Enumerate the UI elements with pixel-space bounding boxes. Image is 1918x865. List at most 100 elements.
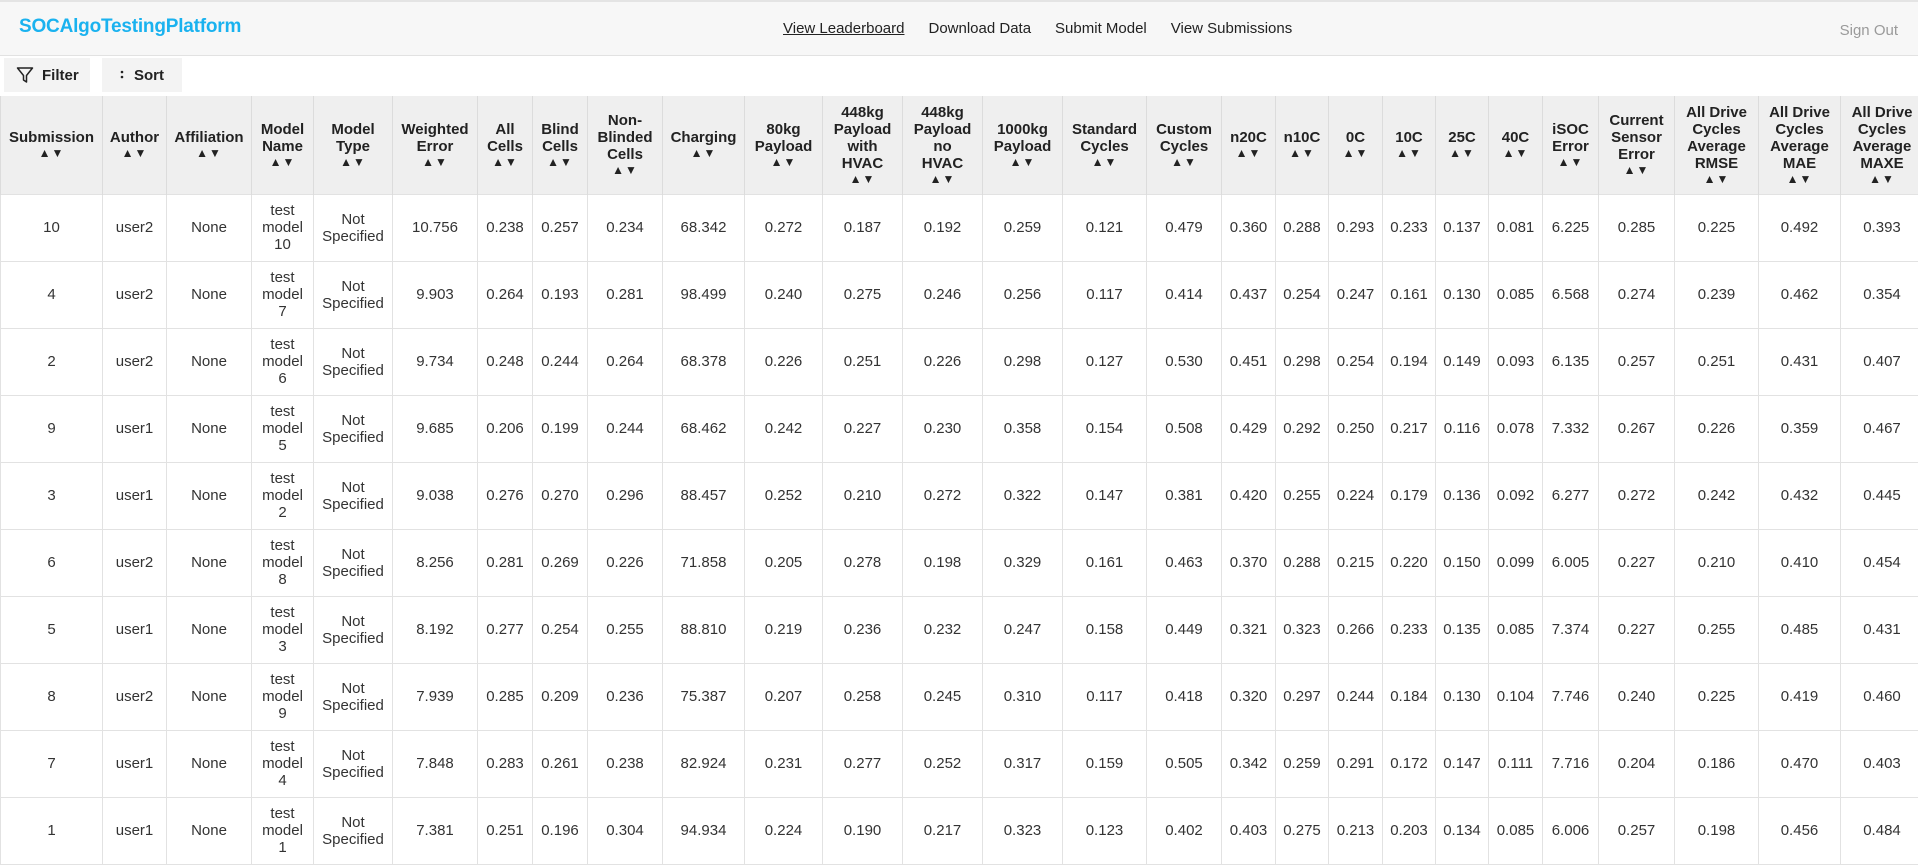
sort-arrows-icon[interactable]: ▲▼ xyxy=(1342,146,1369,161)
table-cell: None xyxy=(166,193,252,262)
column-header[interactable]: Current Sensor Error ▲▼ xyxy=(1598,96,1675,194)
sort-arrows-icon[interactable]: ▲▼ xyxy=(1502,146,1529,161)
table-cell: Not Specified xyxy=(313,327,393,396)
sort-arrows-icon[interactable]: ▲▼ xyxy=(1009,154,1036,169)
nav-view-submissions[interactable]: View Submissions xyxy=(1170,20,1293,37)
sort-arrows-icon[interactable]: ▲▼ xyxy=(269,154,296,169)
table-row[interactable]: 1 user1 None test model 1 Not Specified 7.381 0.2… xyxy=(0,796,1918,865)
sort-arrows-icon[interactable]: ▲▼ xyxy=(1091,154,1118,169)
cell-text-line: model xyxy=(262,688,303,705)
column-header[interactable]: 0C ▲▼ xyxy=(1328,96,1383,194)
column-header[interactable]: Charging ▲▼ xyxy=(662,96,745,194)
cell-text-line: Specified xyxy=(322,830,384,848)
table-cell: 0.196 xyxy=(532,796,588,865)
column-header[interactable]: 40C ▲▼ xyxy=(1488,96,1543,194)
sort-arrows-icon[interactable]: ▲▼ xyxy=(1396,146,1422,161)
column-header[interactable]: Author ▲▼ xyxy=(102,96,167,194)
column-header[interactable]: Standard Cycles ▲▼ xyxy=(1062,96,1147,194)
table-row[interactable]: 10 user2 None test model 10 Not Specified 10.756… xyxy=(0,193,1918,262)
sign-out-link[interactable]: Sign Out xyxy=(1839,22,1898,39)
sort-arrows-icon[interactable]: ▲▼ xyxy=(1289,146,1315,161)
sort-arrows-icon[interactable]: ▲▼ xyxy=(492,154,518,169)
sort-arrows-icon[interactable]: ▲▼ xyxy=(612,163,638,178)
column-header[interactable]: Blind Cells ▲▼ xyxy=(532,96,588,194)
table-cell: user1 xyxy=(102,394,167,463)
sort-arrows-icon[interactable]: ▲▼ xyxy=(849,171,876,186)
table-cell: 0.298 xyxy=(1275,327,1329,396)
column-header[interactable]: Affiliation ▲▼ xyxy=(166,96,252,194)
table-cell: Not Specified xyxy=(313,729,393,798)
table-row[interactable]: 5 user1 None test model 3 Not Specified 8.192 0.2… xyxy=(0,595,1918,664)
table-cell: Not Specified xyxy=(313,796,393,865)
column-header[interactable]: 10C ▲▼ xyxy=(1382,96,1436,194)
cell-text-line: Specified xyxy=(322,361,384,379)
column-header[interactable]: All Cells ▲▼ xyxy=(477,96,533,194)
sort-arrows-icon[interactable]: ▲▼ xyxy=(1449,146,1475,161)
column-header[interactable]: n20C ▲▼ xyxy=(1221,96,1276,194)
sort-arrows-icon[interactable]: ▲▼ xyxy=(1171,154,1197,169)
column-header[interactable]: 448kg Payload no HVAC ▲▼ xyxy=(902,96,983,194)
column-header[interactable]: All Drive Cycles Average MAXE ▲▼ xyxy=(1840,96,1918,194)
column-header[interactable]: 80kg Payload ▲▼ xyxy=(744,96,823,194)
table-row[interactable]: 7 user1 None test model 4 Not Specified 7.848 0.2… xyxy=(0,729,1918,798)
column-header[interactable]: Weighted Error ▲▼ xyxy=(392,96,478,194)
filter-button[interactable]: Filter xyxy=(4,58,90,92)
table-cell: 0.252 xyxy=(902,729,983,798)
sort-arrows-icon[interactable]: ▲▼ xyxy=(1786,171,1813,186)
table-cell: 0.257 xyxy=(1598,796,1675,865)
sort-arrows-icon[interactable]: ▲▼ xyxy=(422,154,448,169)
sort-arrows-icon[interactable]: ▲▼ xyxy=(1703,171,1730,186)
table-row[interactable]: 2 user2 None test model 6 Not Specified 9.734 0.2… xyxy=(0,327,1918,396)
table-cell: 0.130 xyxy=(1435,662,1489,731)
sort-arrows-icon[interactable]: ▲▼ xyxy=(770,154,797,169)
nav-download-data[interactable]: Download Data xyxy=(928,20,1032,37)
sort-button[interactable]: Sort xyxy=(102,58,182,92)
table-row[interactable]: 9 user1 None test model 5 Not Specified 9.685 0.2… xyxy=(0,394,1918,463)
table-cell: 0.231 xyxy=(744,729,823,798)
table-cell: user2 xyxy=(102,193,167,262)
column-header[interactable]: Model Type ▲▼ xyxy=(313,96,393,194)
column-header[interactable]: 448kg Payload with HVAC ▲▼ xyxy=(822,96,903,194)
sort-arrows-icon[interactable]: ▲▼ xyxy=(38,146,65,161)
brand-logo[interactable]: SOCAlgoTestingPlatform xyxy=(19,16,242,37)
column-header[interactable]: 1000kg Payload ▲▼ xyxy=(982,96,1063,194)
sort-arrows-icon[interactable]: ▲▼ xyxy=(929,171,956,186)
table-cell: 0.358 xyxy=(982,394,1063,463)
column-header[interactable]: Non- Blinded Cells ▲▼ xyxy=(587,96,663,194)
column-header[interactable]: All Drive Cycles Average MAE ▲▼ xyxy=(1758,96,1841,194)
nav-view-leaderboard[interactable]: View Leaderboard xyxy=(783,20,905,37)
sort-arrows-icon[interactable]: ▲▼ xyxy=(340,154,366,169)
table-cell: None xyxy=(166,528,252,597)
cell-text-line: Not xyxy=(341,344,365,362)
table-row[interactable]: 6 user2 None test model 8 Not Specified 8.256 0.2… xyxy=(0,528,1918,597)
table-cell: 0.467 xyxy=(1840,394,1918,463)
table-cell: 0.230 xyxy=(902,394,983,463)
column-header[interactable]: iSOC Error ▲▼ xyxy=(1542,96,1599,194)
cell-text-line: model xyxy=(262,554,303,571)
sort-arrows-icon[interactable]: ▲▼ xyxy=(1235,146,1262,161)
column-header[interactable]: All Drive Cycles Average RMSE ▲▼ xyxy=(1674,96,1759,194)
table-cell: 0.240 xyxy=(744,260,823,329)
column-header[interactable]: Custom Cycles ▲▼ xyxy=(1146,96,1222,194)
table-cell: 0.135 xyxy=(1435,595,1489,664)
sort-arrows-icon[interactable]: ▲▼ xyxy=(1557,154,1584,169)
table-row[interactable]: 8 user2 None test model 9 Not Specified 7.939 0.2… xyxy=(0,662,1918,731)
column-header[interactable]: n10C ▲▼ xyxy=(1275,96,1329,194)
sort-arrows-icon[interactable]: ▲▼ xyxy=(547,154,573,169)
table-cell: 0.429 xyxy=(1221,394,1276,463)
table-cell: 88.810 xyxy=(662,595,745,664)
table-cell: 68.378 xyxy=(662,327,745,396)
sort-arrows-icon[interactable]: ▲▼ xyxy=(196,146,222,161)
sort-arrows-icon[interactable]: ▲▼ xyxy=(121,146,148,161)
column-header[interactable]: 25C ▲▼ xyxy=(1435,96,1489,194)
table-cell: 0.085 xyxy=(1488,796,1543,865)
sort-arrows-icon[interactable]: ▲▼ xyxy=(690,146,717,161)
column-header[interactable]: Model Name ▲▼ xyxy=(251,96,314,194)
sort-arrows-icon[interactable]: ▲▼ xyxy=(1869,171,1895,186)
column-header[interactable]: Submission ▲▼ xyxy=(0,96,103,194)
nav-submit-model[interactable]: Submit Model xyxy=(1055,20,1147,37)
table-row[interactable]: 4 user2 None test model 7 Not Specified 9.903 0.2… xyxy=(0,260,1918,329)
sort-arrows-icon[interactable]: ▲▼ xyxy=(1623,163,1650,178)
table-cell: 0.198 xyxy=(1674,796,1759,865)
table-row[interactable]: 3 user1 None test model 2 Not Specified 9.038 0.2… xyxy=(0,461,1918,530)
